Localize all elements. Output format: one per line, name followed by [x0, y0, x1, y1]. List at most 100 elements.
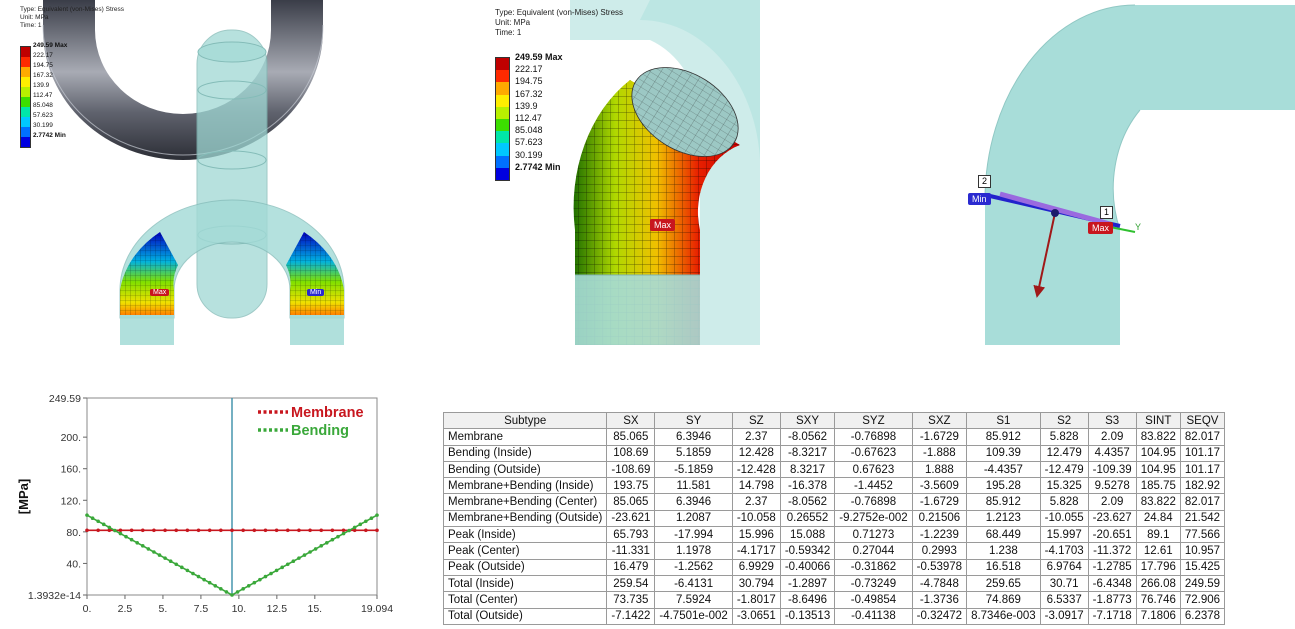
table-cell: 6.3946	[654, 493, 733, 511]
legend-label: 30.199	[33, 122, 53, 130]
bending-series-point	[224, 590, 229, 594]
bending-series-point	[185, 568, 190, 573]
table-cell: 10.957	[1179, 542, 1226, 560]
table-cell: 24.84	[1135, 509, 1181, 528]
table-row[interactable]: Membrane+Bending (Center) 85.065 6.3946 2.3…	[442, 493, 1226, 511]
bending-series-point	[96, 519, 100, 524]
y-axis-label: [MPa]	[16, 479, 31, 514]
row-subtype-cell: Total (Center)	[442, 591, 608, 609]
table-row[interactable]: Bending (Outside) -108.69 -5.1859 -12.428 8.…	[442, 460, 1226, 479]
table-cell: 12.479	[1039, 444, 1089, 462]
table-row[interactable]: Total (Outside) -7.1422 -4.7501e-002 -3.065…	[442, 607, 1226, 625]
table-cell: -0.53978	[911, 558, 968, 576]
legend-color-bar	[495, 57, 510, 181]
result-unit: Unit: MPa	[20, 14, 49, 21]
table-cell: -1.888	[911, 444, 968, 462]
result-unit-2: Unit: MPa	[495, 18, 531, 27]
row-subtype-cell: Membrane+Bending (Inside)	[442, 477, 608, 495]
bending-series-point	[90, 516, 95, 521]
column-header[interactable]: SY	[654, 411, 733, 430]
column-header[interactable]: S2	[1039, 411, 1089, 430]
table-cell: -1.2562	[654, 558, 733, 576]
column-header[interactable]: SX	[606, 411, 656, 430]
table-row[interactable]: Peak (Inside) 65.793 -17.994 15.996 15.088 0.…	[442, 526, 1226, 544]
table-cell: -7.1718	[1087, 607, 1137, 625]
table-cell: -0.41138	[834, 607, 913, 625]
legend-swatch	[21, 137, 30, 147]
table-row[interactable]: Total (Inside) 259.54 -6.4131 30.794 -1.2897…	[442, 574, 1226, 593]
table-row[interactable]: Membrane 85.065 6.3946 2.37 -8.0562 -0.76898-…	[442, 428, 1226, 446]
table-row[interactable]: Membrane+Bending (Inside) 193.75 11.581 14.…	[442, 477, 1226, 495]
column-header[interactable]: S1	[966, 411, 1041, 430]
column-header[interactable]: Subtype	[442, 411, 608, 430]
model-view-path: 2 1 Min Max Y	[960, 0, 1295, 345]
row-subtype-cell: Membrane+Bending (Center)	[442, 493, 608, 511]
bending-series-point	[219, 587, 223, 591]
max-probe-tag: Max	[150, 289, 170, 296]
y-tick-label: 40.	[66, 558, 81, 570]
membrane-series-point	[140, 528, 145, 533]
bending-series-point	[375, 513, 379, 517]
column-header[interactable]: SXZ	[911, 411, 968, 430]
column-header[interactable]: S3	[1087, 411, 1137, 430]
table-cell: 15.997	[1039, 526, 1089, 544]
membrane-series-point	[129, 528, 134, 533]
membrane-series-point	[285, 528, 290, 533]
table-cell: 15.425	[1179, 558, 1226, 576]
membrane-series-point	[308, 528, 312, 533]
bending-series-point	[191, 571, 195, 576]
table-cell: -20.651	[1087, 526, 1137, 544]
column-header[interactable]: SINT	[1135, 411, 1181, 430]
table-cell: 9.5278	[1087, 477, 1137, 495]
table-cell: -4.1703	[1039, 542, 1089, 560]
table-cell: 14.798	[731, 477, 781, 495]
bending-series-point	[101, 522, 106, 527]
bending-series-point	[297, 556, 301, 560]
table-cell: 5.828	[1039, 493, 1089, 511]
y-tick-label: 200.	[61, 432, 81, 444]
table-cell: -7.1422	[606, 607, 656, 625]
table-row[interactable]: Bending (Inside) 108.69 5.1859 12.428 -8.321…	[442, 444, 1226, 462]
table-row[interactable]: Peak (Outside) 16.479 -1.2562 6.9929 -0.4006…	[442, 558, 1226, 576]
table-cell: 0.2993	[911, 542, 968, 560]
bending-series-point	[369, 516, 374, 521]
bending-series-point	[336, 534, 340, 539]
bending-series-point	[252, 580, 257, 585]
min-probe-tag-3: Min	[968, 193, 991, 205]
table-cell: -10.058	[731, 509, 781, 528]
table-row[interactable]: Peak (Center) -11.331 1.1978 -4.1717 -0.5934…	[442, 542, 1226, 560]
table-row[interactable]: Total (Center) 73.735 7.5924 -1.8017 -8.6496…	[442, 591, 1226, 609]
bending-series-point	[174, 562, 179, 567]
row-subtype-cell: Membrane+Bending (Outside)	[442, 509, 608, 528]
table-cell: -3.5609	[911, 477, 968, 495]
column-header[interactable]: SYZ	[834, 411, 913, 430]
bending-series-point	[241, 587, 245, 591]
result-time: Time: 1	[20, 22, 42, 29]
bending-series-point	[302, 553, 307, 557]
table-row[interactable]: Membrane+Bending (Outside) -23.621 1.2087-…	[442, 509, 1226, 528]
table-cell: 249.59	[1179, 574, 1226, 593]
column-header[interactable]: SEQV	[1179, 411, 1226, 430]
table-cell: -8.3217	[779, 444, 836, 462]
bending-series-point	[347, 528, 351, 533]
bending-series-point	[263, 574, 268, 579]
column-header[interactable]: SXY	[779, 411, 836, 430]
table-cell: 259.65	[966, 574, 1041, 593]
column-header[interactable]: SZ	[731, 411, 781, 430]
table-body: Membrane 85.065 6.3946 2.37 -8.0562 -0.76898-…	[442, 428, 1226, 625]
table-cell: -6.4131	[654, 574, 733, 593]
y-axis-label: Y	[1135, 222, 1142, 232]
legend-label: 194.75	[515, 76, 543, 87]
table-cell: -8.0562	[779, 493, 836, 511]
x-tick-label: 15.	[308, 603, 323, 615]
membrane-series-point	[330, 528, 335, 533]
table-cell: 1.888	[911, 460, 968, 479]
bending-series-point	[196, 574, 201, 579]
membrane-series-point	[319, 528, 324, 533]
table-cell: -3.0651	[731, 607, 781, 625]
bending-series-point	[280, 565, 284, 570]
membrane-series-point	[263, 528, 268, 533]
legend-label: 57.623	[33, 112, 53, 120]
bending-series-point	[146, 547, 151, 551]
legend-label: 112.47	[33, 92, 53, 100]
